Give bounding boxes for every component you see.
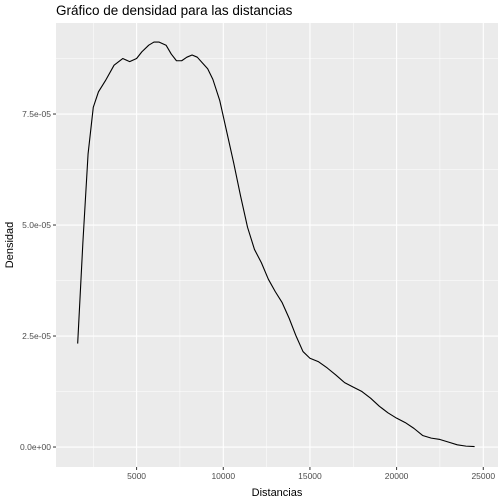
x-axis: 5000 10000 15000 20000 25000 <box>127 467 495 481</box>
y-axis: 0.0e+00 2.5e-05 5.0e-05 7.5e-05 <box>20 109 56 452</box>
x-tick-label: 10000 <box>211 471 235 481</box>
y-tick-label: 5.0e-05 <box>22 220 51 230</box>
y-tick-label: 0.0e+00 <box>20 442 51 452</box>
x-tick-label: 15000 <box>298 471 322 481</box>
x-tick-label: 20000 <box>385 471 409 481</box>
y-tick-label: 7.5e-05 <box>22 109 51 119</box>
major-gridlines <box>56 23 498 467</box>
y-tick-label: 2.5e-05 <box>22 331 51 341</box>
plot-panel <box>56 23 498 467</box>
chart-title: Gráfico de densidad para las distancias <box>56 3 293 18</box>
y-axis-title: Densidad <box>4 222 16 268</box>
minor-gridlines <box>56 23 498 467</box>
x-tick-label: 5000 <box>127 471 146 481</box>
x-axis-title: Distancias <box>252 487 303 499</box>
x-tick-label: 25000 <box>471 471 495 481</box>
density-curve <box>77 41 475 448</box>
